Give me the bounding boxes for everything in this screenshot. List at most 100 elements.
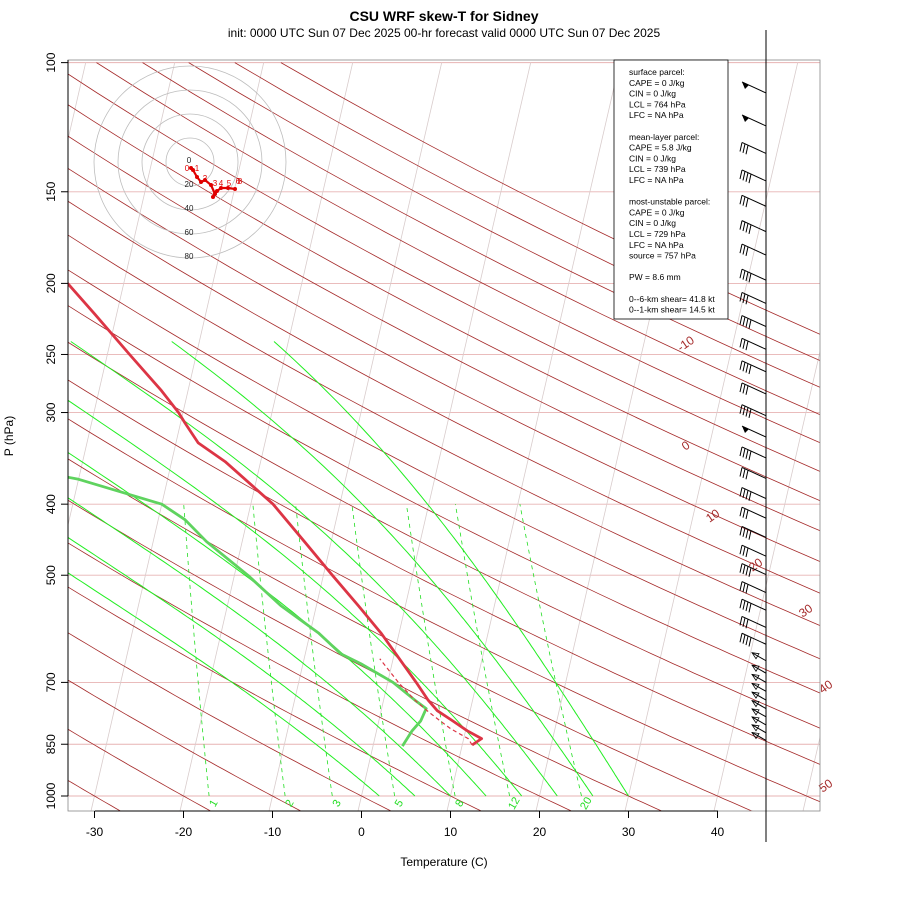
- stats-line: LCL = 729 hPa: [629, 229, 686, 239]
- wind-barb-feather: [745, 223, 749, 233]
- wind-barb-feather: [739, 467, 743, 477]
- hodograph-point: [209, 183, 213, 187]
- y-tick-label: 100: [44, 52, 58, 72]
- mixing-ratio-label: 12: [506, 795, 523, 812]
- mixing-ratio-label: 20: [578, 795, 595, 812]
- wind-barb-feather: [742, 468, 746, 478]
- y-tick-label: 200: [44, 273, 58, 293]
- wind-barb-feather: [745, 509, 749, 520]
- wind-barb-flag: [751, 673, 760, 682]
- wind-barb-feather: [742, 508, 746, 518]
- stats-line: source = 757 hPa: [629, 251, 696, 261]
- hodograph-ring-label: 20: [185, 180, 194, 189]
- y-tick-label: 700: [44, 672, 58, 692]
- dry-adiabat-line: [68, 234, 820, 626]
- hodograph-point: [203, 178, 207, 182]
- stats-line: CIN = 0 J/kg: [629, 153, 676, 163]
- wind-barb-staff: [741, 315, 767, 327]
- isotherm-line: [90, 62, 265, 811]
- hodograph-point: [215, 189, 219, 193]
- hodograph-ring-label: 40: [185, 204, 194, 213]
- isotherm-label: 40: [816, 677, 835, 696]
- wind-barb-feather: [739, 633, 743, 643]
- wind-barb-feather: [739, 292, 743, 302]
- dry-adiabat-line: [68, 679, 302, 811]
- wind-barb-staff: [751, 732, 767, 741]
- wind-barb-flag: [751, 682, 760, 691]
- isotherm-label: 20: [746, 555, 765, 574]
- wind-barb-feather: [739, 220, 743, 230]
- hodograph-point: [191, 168, 195, 172]
- hodograph-height-label: 3: [213, 179, 218, 188]
- wind-barb-staff: [741, 291, 767, 304]
- wind-barb-feather: [748, 603, 752, 613]
- moist-adiabat-line: [68, 572, 380, 797]
- wind-barb-flag: [742, 82, 749, 89]
- hodograph-ring: [165, 137, 215, 187]
- y-tick-label: 850: [44, 734, 58, 754]
- wind-barb-staff: [741, 382, 767, 395]
- moist-adiabat-line: [68, 497, 451, 797]
- wind-barb-flag: [751, 700, 760, 708]
- mixing-ratio-line: [183, 504, 210, 797]
- wind-barb-feather: [745, 295, 749, 305]
- wind-barb-feather: [742, 196, 746, 206]
- isotherm-label: 50: [816, 776, 835, 795]
- wind-barb-feather: [745, 363, 749, 373]
- dry-adiabat-line: [68, 200, 820, 594]
- wind-barb-flag: [751, 716, 760, 724]
- stats-line: LFC = NA hPa: [629, 175, 684, 185]
- wind-barb-feather: [745, 246, 749, 257]
- wind-barb-feather: [742, 448, 746, 458]
- wind-barb-feather: [745, 547, 749, 558]
- isotherm-line: [446, 62, 621, 811]
- wind-barb-staff: [741, 581, 767, 594]
- x-tick-label: 20: [533, 825, 547, 839]
- wind-barb-staff: [741, 446, 767, 459]
- wind-barb-flag: [751, 691, 760, 699]
- mixing-ratio-line: [455, 504, 510, 797]
- mixing-ratio-line: [295, 504, 333, 797]
- moist-adiabat-line: [70, 341, 558, 797]
- mixing-ratio-label: 8: [453, 798, 466, 809]
- stats-line: CAPE = 5.8 J/kg: [629, 143, 692, 153]
- wind-barb-feather: [742, 143, 746, 153]
- isotherm-line: [802, 735, 820, 811]
- wind-barb-staff: [751, 691, 767, 701]
- isotherm-line: [624, 62, 799, 811]
- stats-line: PW = 8.6 mm: [629, 272, 681, 282]
- wind-barb-feather: [739, 563, 743, 573]
- dry-adiabat-line: [68, 632, 392, 811]
- dry-adiabat-line: [68, 167, 820, 562]
- wind-barb-feather: [745, 470, 749, 480]
- y-tick-label: 300: [44, 402, 58, 422]
- wind-barb-feather: [748, 319, 752, 329]
- isotherm-labels: -10 0 10 20 30 40 50: [675, 333, 836, 795]
- wind-barb-staff: [741, 615, 767, 628]
- wind-barb-staff: [741, 544, 767, 557]
- wind-barb-flag: [751, 652, 760, 660]
- wind-barb-staff: [751, 652, 767, 662]
- wind-barb-staff: [741, 506, 767, 519]
- wind-barb-feather: [739, 382, 743, 393]
- isotherm-label: 0: [679, 438, 693, 453]
- wind-barb-feather: [739, 338, 743, 348]
- dry-adiabat-line: [68, 779, 122, 811]
- isotherm-label: -10: [675, 333, 698, 355]
- hodograph-height-label: 6: [236, 177, 241, 186]
- wind-barb-feather: [739, 142, 743, 152]
- wind-barb-flag: [751, 731, 760, 740]
- stats-line: most-unstable parcel:: [629, 197, 710, 207]
- hodograph-ring: [141, 113, 239, 211]
- wind-barb-staff: [741, 487, 767, 499]
- wind-barb-feather: [742, 600, 746, 610]
- hodograph: 0 20 40 60 80 0 123 4 5 68: [93, 65, 287, 261]
- mixing-ratio-line: [519, 504, 582, 797]
- mixing-ratio-label: 5: [393, 798, 406, 809]
- moist-adiabat-line: [171, 341, 594, 797]
- moist-adiabat-line: [273, 341, 629, 797]
- wind-barb-staff: [751, 700, 767, 710]
- wind-barb-feather: [742, 527, 746, 537]
- stats-line: surface parcel:: [629, 67, 685, 77]
- dry-adiabat-line: [68, 586, 483, 811]
